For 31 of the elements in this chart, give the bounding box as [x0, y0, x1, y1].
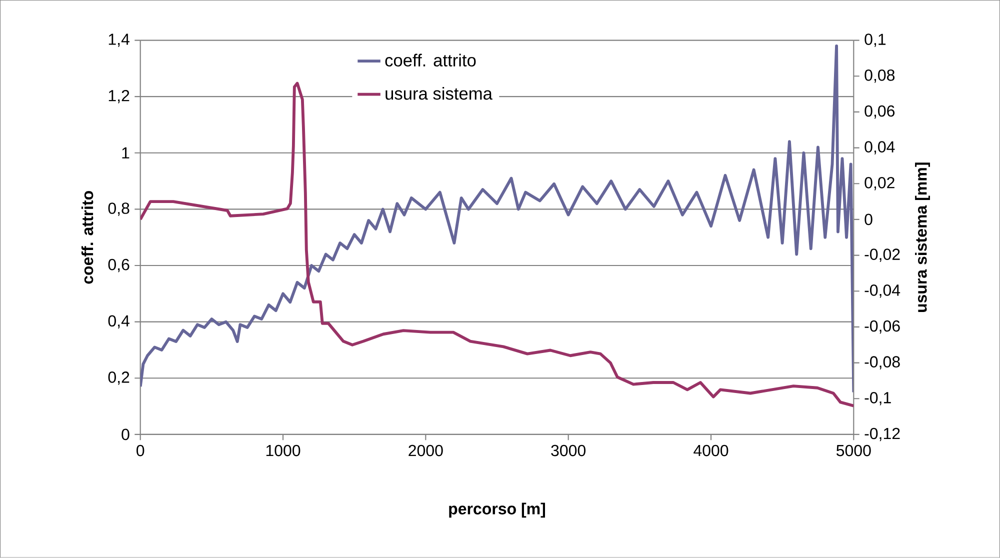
y2-tick-label: 0,04 — [864, 141, 895, 155]
y2-tick-label: 0,06 — [864, 105, 895, 119]
x-axis-title: percorso [m] — [449, 502, 546, 518]
y2-tick-label: -0,1 — [864, 392, 891, 406]
y-tick-label: 0,4 — [108, 315, 130, 329]
x-tick-label: 1000 — [266, 444, 300, 456]
y-tick-label: 0,6 — [108, 259, 130, 272]
y-tick-label: 0 — [122, 428, 130, 440]
x-tick-label: 5000 — [836, 444, 871, 456]
y2-tick-label: 0 — [864, 214, 872, 226]
y-tick-label: 1,2 — [108, 90, 130, 104]
x-tick-label: 2000 — [408, 444, 443, 456]
y-tick-label: 0,8 — [108, 202, 130, 216]
x-tick-label: 4000 — [694, 444, 728, 456]
y-axis-title: coeff. attrito — [81, 191, 94, 284]
legend-label: usura sistema — [386, 87, 492, 100]
y-tick-label: 1,4 — [108, 34, 130, 47]
legend-label: coeff. attrito — [385, 54, 476, 67]
y2-tick-label: -0,08 — [864, 356, 900, 370]
y2-tick-label: -0,04 — [864, 284, 900, 298]
y-tick-label: 1 — [122, 148, 130, 159]
y-tick-label: 0,2 — [108, 372, 130, 385]
y2-tick-label: -0,12 — [864, 428, 900, 442]
y2-tick-label: -0,06 — [864, 320, 900, 334]
y2-tick-label: 0,02 — [864, 177, 894, 190]
y2-tick-label: 0,1 — [864, 34, 886, 48]
y2-axis-title: usura sistema [mm] — [915, 162, 930, 312]
x-tick-label: 0 — [136, 444, 144, 456]
y2-tick-label: 0,08 — [864, 70, 895, 83]
y2-tick-label: -0,02 — [864, 248, 900, 262]
x-tick-label: 3000 — [551, 444, 586, 456]
